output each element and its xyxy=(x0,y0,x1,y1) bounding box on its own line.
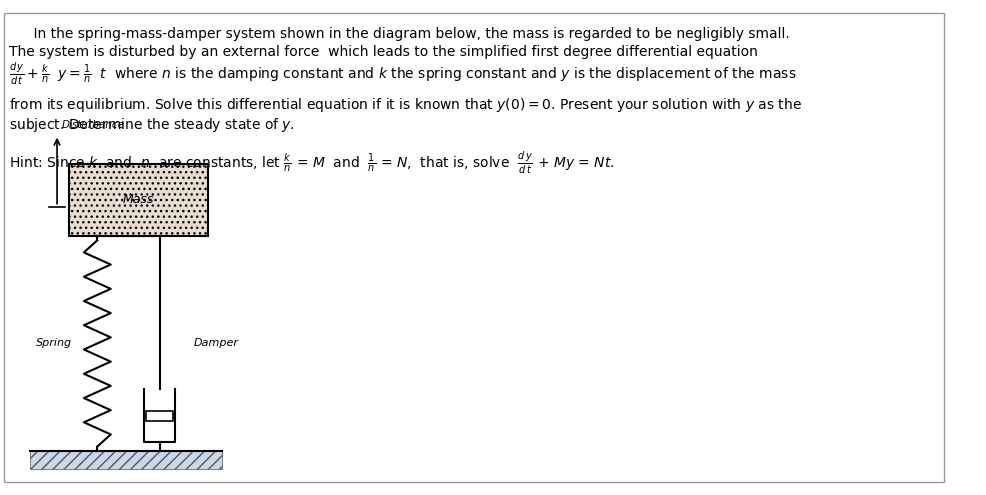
Bar xyxy=(31,451,222,469)
Text: The system is disturbed by an external force  which leads to the simplified firs: The system is disturbed by an external f… xyxy=(9,45,758,58)
Text: Mass: Mass xyxy=(122,193,154,206)
Bar xyxy=(146,411,174,421)
Bar xyxy=(69,163,208,236)
Text: Spring: Spring xyxy=(36,339,72,348)
Text: from its equilibrium. Solve this differential equation if it is known that $y(0): from its equilibrium. Solve this differe… xyxy=(9,97,802,114)
Text: Damper: Damper xyxy=(193,339,239,348)
Text: subject. Determine the steady state of $y$.: subject. Determine the steady state of $… xyxy=(9,116,295,134)
Text: In the spring-mass-damper system shown in the diagram below, the mass is regarde: In the spring-mass-damper system shown i… xyxy=(16,27,790,42)
Text: Disturbance: Disturbance xyxy=(62,120,125,130)
Text: $\frac{d\,y}{d\,t}+\frac{k}{n}$  $y=\frac{1}{n}$  $t$  where $n$ is the damping : $\frac{d\,y}{d\,t}+\frac{k}{n}$ $y=\frac… xyxy=(9,61,797,87)
Text: Hint: Since $k$  and  $n$  are constants, let $\frac{k}{n}$ = $M$  and  $\frac{1: Hint: Since $k$ and $n$ are constants, l… xyxy=(9,149,614,176)
